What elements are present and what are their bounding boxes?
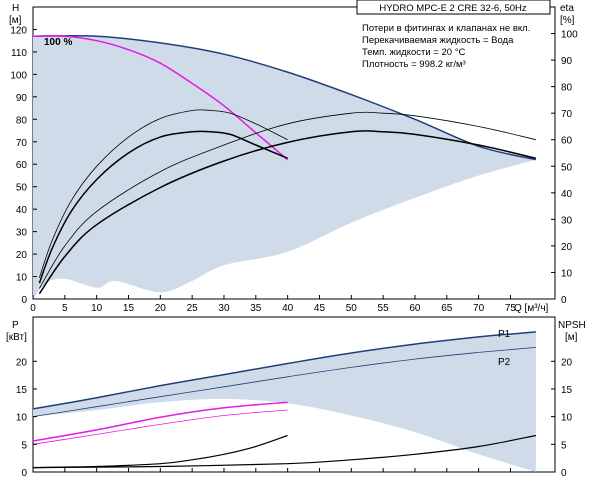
info-line-1: Потери в фитингах и клапанах не вкл. [362, 23, 530, 34]
p-tick-label: 10 [16, 413, 28, 424]
info-line-3: Темп. жидкости = 20 °C [362, 47, 465, 58]
npsh-tick-label: 5 [561, 440, 567, 451]
series-p2 [32, 347, 536, 417]
y-tick-label-left: 60 [16, 160, 28, 171]
info-line-2: Перекачиваемая жидкость = Вода [362, 35, 514, 46]
y-tick-label-right: 0 [561, 295, 567, 306]
y-tick-label-left: 20 [16, 250, 28, 261]
y-axis-unit-eta: [%] [560, 15, 575, 26]
speed-annotation: 100 % [44, 37, 72, 48]
x-tick-label: 60 [409, 303, 421, 314]
series-p1-1-pump [32, 401, 288, 442]
x-axis-label: Q [м³/ч] [514, 303, 549, 314]
y-tick-label-left: 10 [16, 273, 28, 284]
chart-title: HYDRO MPC-E 2 CRE 32-6, 50Hz [379, 3, 527, 14]
y-axis-unit-p: [кВт] [6, 332, 27, 343]
y-axis-unit-npsh: [м] [565, 332, 578, 343]
series-eta-1-pump [39, 109, 288, 278]
p-tick-label: 15 [16, 385, 28, 396]
series-h-1-pump-100 [32, 35, 289, 161]
x-tick-label: 55 [378, 303, 390, 314]
x-tick-label: 40 [282, 303, 294, 314]
series-npsh-2-pumps [32, 434, 537, 469]
y-tick-label-right: 90 [561, 56, 573, 67]
y-tick-label-right: 60 [561, 136, 573, 147]
line-label-p1: P1 [498, 329, 511, 340]
y-tick-label-left: 100 [10, 70, 27, 81]
x-tick-label: 10 [91, 303, 103, 314]
x-tick-label: 20 [155, 303, 167, 314]
y-tick-label-left: 0 [21, 295, 27, 306]
y-tick-label-left: 110 [11, 48, 27, 59]
x-tick-label: 5 [62, 303, 68, 314]
y-axis-label-eta: eta [560, 3, 574, 14]
p-tick-label: 5 [21, 440, 27, 451]
y-tick-label-right: 20 [561, 242, 573, 253]
y-tick-label-right: 70 [561, 109, 573, 120]
npsh-tick-label: 15 [561, 385, 573, 396]
y-tick-label-left: 80 [16, 115, 28, 126]
y-tick-label-right: 100 [561, 30, 578, 41]
y-tick-label-left: 30 [16, 228, 28, 239]
x-tick-label: 50 [346, 303, 358, 314]
x-tick-label: 35 [250, 303, 262, 314]
x-tick-label: 45 [314, 303, 326, 314]
y-axis-label-npsh: NPSH [558, 320, 586, 331]
x-tick-label: 25 [187, 303, 199, 314]
series-p1 [32, 331, 536, 410]
x-tick-label: 30 [218, 303, 230, 314]
upper-shaded-region [33, 35, 536, 299]
x-tick-label: 70 [473, 303, 485, 314]
x-tick-label: 15 [123, 303, 135, 314]
npsh-tick-label: 0 [561, 468, 567, 479]
y-axis-label-p: P [12, 320, 19, 331]
x-tick-label: 65 [441, 303, 453, 314]
series-p2-1-pump [32, 409, 288, 445]
y-tick-label-right: 30 [561, 215, 573, 226]
y-tick-label-left: 90 [16, 93, 28, 104]
x-tick-label: 75 [505, 303, 517, 314]
series-eta-2-pumps [39, 111, 536, 289]
y-tick-label-right: 10 [561, 268, 573, 279]
y-tick-label-left: 50 [16, 183, 28, 194]
upper-series [32, 34, 537, 295]
series-npsh-1-pump [32, 434, 288, 469]
npsh-tick-label: 20 [561, 357, 573, 368]
info-box [356, 0, 551, 15]
y-axis-label-h: H [12, 3, 19, 14]
y-tick-label-left: 70 [16, 138, 28, 149]
series-eta-2-pumps-e [38, 130, 537, 295]
series-eta-1-pump-e [38, 130, 288, 284]
p-tick-label: 20 [16, 357, 28, 368]
series-h-2-pumps-100 [32, 34, 537, 161]
y-tick-label-left: 120 [10, 25, 27, 36]
y-axis-unit-h: [м] [9, 15, 22, 26]
y-tick-label-right: 50 [561, 162, 573, 173]
y-tick-label-left: 40 [16, 205, 28, 216]
y-tick-label-right: 40 [561, 189, 573, 200]
lower-series [32, 331, 537, 469]
line-label-p2: P2 [498, 357, 511, 368]
y-tick-label-right: 80 [561, 83, 573, 94]
axis-ticks: 0 5 10 15 20 25 30 35 40 45 50 55 60 65 70 750102030405… [10, 25, 578, 479]
p-tick-label: 0 [21, 468, 27, 479]
info-line-4: Плотность = 998.2 кг/м³ [362, 59, 466, 70]
x-tick-label: 0 [30, 303, 36, 314]
operating-range-area [33, 35, 536, 299]
npsh-tick-label: 10 [561, 413, 573, 424]
